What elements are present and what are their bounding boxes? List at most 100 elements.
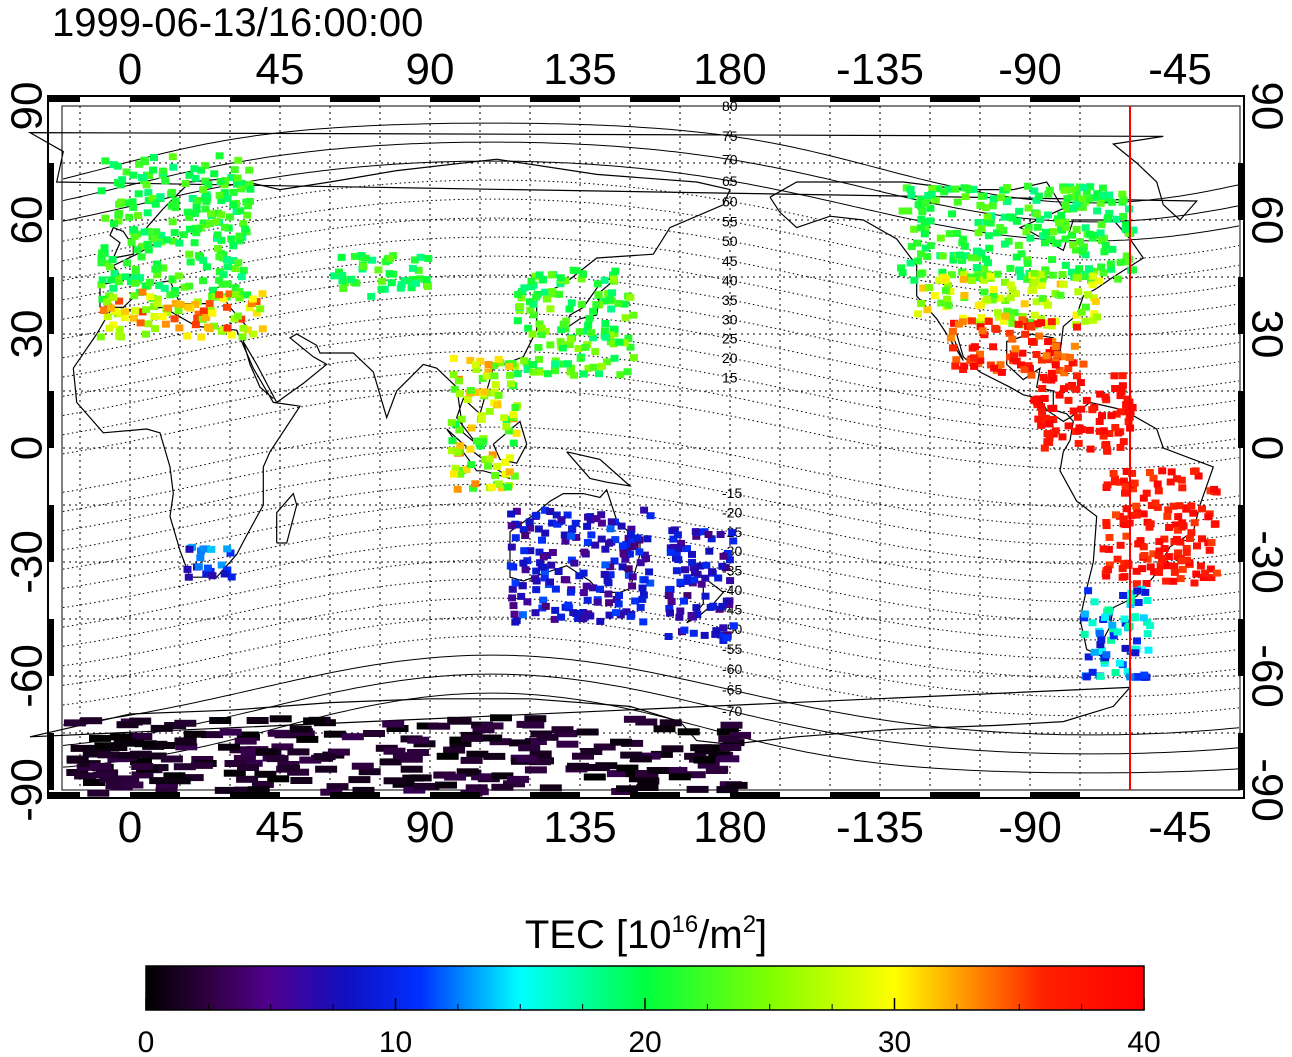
tec-pixel bbox=[114, 163, 122, 170]
tec-pixel bbox=[983, 296, 991, 303]
tec-pixel bbox=[398, 281, 406, 288]
tec-pixel bbox=[89, 763, 111, 770]
tec-pixel bbox=[1155, 569, 1163, 576]
tec-pixel bbox=[125, 214, 133, 221]
tec-pixel bbox=[1080, 361, 1088, 368]
tec-pixel bbox=[234, 259, 242, 266]
tec-pixel bbox=[1169, 578, 1177, 585]
tec-pixel bbox=[454, 486, 462, 493]
axis-tick-band bbox=[330, 792, 380, 798]
tec-pixel bbox=[532, 586, 540, 593]
tec-pixel bbox=[1122, 483, 1130, 490]
tec-pixel bbox=[592, 301, 600, 308]
tec-pixel bbox=[596, 618, 604, 625]
tec-pixel bbox=[448, 437, 456, 444]
colorbar-title-superscript: 2 bbox=[743, 911, 756, 938]
tec-pixel bbox=[129, 172, 137, 179]
tec-pixel bbox=[228, 574, 236, 581]
tec-pixel bbox=[226, 213, 234, 220]
tec-pixel bbox=[548, 271, 556, 278]
tec-pixel bbox=[680, 598, 688, 605]
tec-pixel bbox=[89, 735, 111, 742]
tec-pixel bbox=[1047, 405, 1055, 412]
tec-pixel bbox=[580, 549, 588, 556]
tec-pixel bbox=[507, 776, 529, 783]
tec-pixel bbox=[1135, 599, 1143, 606]
tec-pixel bbox=[549, 549, 557, 556]
coastline bbox=[770, 182, 1143, 421]
magnetic-latitude-label: -40 bbox=[722, 582, 742, 598]
tec-pixel bbox=[552, 586, 560, 593]
tec-pixel bbox=[943, 296, 951, 303]
tec-pixel bbox=[1104, 214, 1112, 221]
tec-pixel bbox=[546, 305, 554, 312]
tec-pixel bbox=[455, 377, 463, 384]
tec-pixel bbox=[564, 602, 572, 609]
tec-pixel bbox=[244, 202, 252, 209]
tec-pixel bbox=[973, 264, 981, 271]
tec-pixel bbox=[926, 217, 934, 224]
tec-pixel bbox=[1177, 575, 1185, 582]
tec-pixel bbox=[1074, 414, 1082, 421]
tec-pixel bbox=[131, 307, 139, 314]
tec-pixel bbox=[504, 484, 512, 491]
tec-pixel bbox=[1141, 552, 1149, 559]
tec-pixel bbox=[220, 729, 242, 736]
tec-pixel bbox=[1034, 224, 1042, 231]
tec-pixel bbox=[1097, 673, 1105, 680]
tec-pixel bbox=[109, 294, 117, 301]
tec-pixel bbox=[104, 313, 112, 320]
tec-pixel bbox=[1089, 619, 1097, 626]
tec-pixel bbox=[1104, 481, 1112, 488]
tec-pixel bbox=[456, 442, 464, 449]
tec-pixel bbox=[917, 250, 925, 257]
left-latitude-label: 0 bbox=[2, 436, 51, 460]
tec-pixel bbox=[235, 738, 257, 745]
axis-tick-band bbox=[230, 792, 280, 798]
tec-pixel bbox=[1031, 312, 1039, 319]
tec-pixel bbox=[1078, 195, 1086, 202]
tec-pixel bbox=[223, 256, 231, 263]
tec-pixel bbox=[443, 747, 465, 754]
tec-pixel bbox=[557, 614, 565, 621]
tec-pixel bbox=[1104, 566, 1112, 573]
tec-pixel bbox=[721, 722, 743, 729]
tec-pixel bbox=[184, 731, 206, 738]
tec-pixel bbox=[978, 225, 986, 232]
tec-pixel bbox=[424, 283, 432, 290]
tec-pixel bbox=[578, 301, 586, 308]
tec-pixel bbox=[668, 598, 676, 605]
tec-pixel bbox=[681, 566, 689, 573]
tec-pixel bbox=[118, 752, 140, 759]
tec-pixel bbox=[984, 259, 992, 266]
tec-pixel bbox=[559, 345, 567, 352]
tec-pixel bbox=[184, 209, 192, 216]
tec-pixel bbox=[1027, 322, 1035, 329]
tec-pixel bbox=[1107, 412, 1115, 419]
axis-tick-band bbox=[630, 792, 680, 798]
tec-pixel bbox=[1155, 538, 1163, 545]
tec-pixel bbox=[206, 300, 214, 307]
tec-pixel bbox=[101, 215, 109, 222]
tec-pixel bbox=[1062, 235, 1070, 242]
tec-pixel bbox=[137, 319, 145, 326]
magnetic-latitude-label: 45 bbox=[722, 253, 738, 269]
magnetic-latitude-label: -15 bbox=[722, 485, 742, 501]
tec-pixel bbox=[537, 734, 559, 741]
tec-pixel bbox=[1095, 277, 1103, 284]
tec-pixel bbox=[529, 369, 537, 376]
tec-pixel bbox=[690, 576, 698, 583]
tec-pixel bbox=[229, 242, 237, 249]
tec-pixel bbox=[1086, 231, 1094, 238]
tec-pixel bbox=[690, 744, 712, 751]
tec-pixel bbox=[175, 240, 183, 247]
tec-pixel bbox=[1176, 502, 1184, 509]
tec-pixel bbox=[1165, 524, 1173, 531]
tec-pixel bbox=[676, 579, 684, 586]
tec-pixel bbox=[1204, 513, 1212, 520]
tec-pixel bbox=[1006, 265, 1014, 272]
tec-pixel bbox=[117, 199, 125, 206]
tec-pixel bbox=[605, 579, 613, 586]
tec-pixel bbox=[428, 723, 450, 730]
tec-pixel bbox=[987, 273, 995, 280]
